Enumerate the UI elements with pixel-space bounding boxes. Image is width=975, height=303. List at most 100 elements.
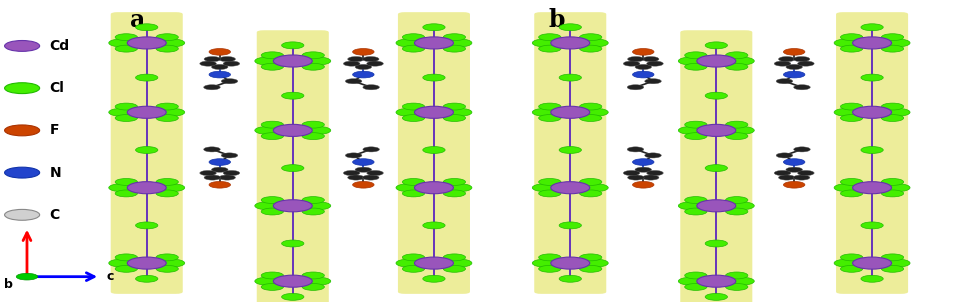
- Circle shape: [725, 272, 748, 279]
- Circle shape: [115, 265, 137, 272]
- Circle shape: [273, 124, 312, 136]
- Circle shape: [305, 202, 331, 210]
- Circle shape: [834, 108, 859, 116]
- Circle shape: [156, 190, 178, 197]
- Circle shape: [447, 184, 472, 191]
- Circle shape: [136, 74, 158, 81]
- Circle shape: [538, 178, 561, 185]
- Circle shape: [5, 209, 40, 220]
- Circle shape: [684, 208, 707, 215]
- Circle shape: [403, 265, 425, 272]
- Circle shape: [261, 208, 284, 215]
- Circle shape: [559, 24, 581, 31]
- Circle shape: [583, 39, 608, 47]
- Circle shape: [223, 61, 240, 66]
- Circle shape: [204, 57, 220, 62]
- Circle shape: [532, 39, 558, 47]
- Circle shape: [302, 63, 325, 70]
- Circle shape: [348, 57, 365, 62]
- Text: Cd: Cd: [50, 39, 69, 53]
- Circle shape: [729, 277, 755, 285]
- Circle shape: [774, 171, 791, 175]
- Circle shape: [852, 106, 891, 118]
- Circle shape: [396, 39, 421, 47]
- Circle shape: [254, 277, 280, 285]
- Text: N: N: [50, 166, 61, 180]
- Text: b: b: [549, 8, 566, 32]
- Circle shape: [725, 121, 748, 128]
- Circle shape: [302, 52, 325, 59]
- Circle shape: [583, 108, 608, 116]
- Circle shape: [447, 108, 472, 116]
- Circle shape: [209, 71, 230, 78]
- Circle shape: [444, 254, 465, 261]
- Circle shape: [729, 57, 755, 65]
- Circle shape: [633, 48, 654, 55]
- Circle shape: [5, 167, 40, 178]
- Circle shape: [635, 64, 651, 69]
- Circle shape: [414, 182, 453, 194]
- Circle shape: [774, 61, 791, 66]
- Circle shape: [343, 61, 360, 66]
- Circle shape: [840, 190, 863, 197]
- Text: c: c: [107, 270, 114, 283]
- Circle shape: [538, 265, 561, 272]
- Circle shape: [136, 222, 158, 229]
- Circle shape: [861, 275, 883, 282]
- Circle shape: [403, 254, 425, 261]
- Circle shape: [679, 126, 704, 134]
- Circle shape: [697, 200, 736, 212]
- Circle shape: [628, 175, 644, 180]
- Circle shape: [109, 39, 135, 47]
- Circle shape: [218, 57, 235, 62]
- Circle shape: [881, 45, 904, 52]
- Circle shape: [551, 37, 590, 49]
- Circle shape: [302, 197, 325, 204]
- Circle shape: [115, 115, 137, 122]
- Circle shape: [725, 197, 748, 204]
- Circle shape: [579, 34, 602, 41]
- Circle shape: [697, 275, 736, 287]
- Circle shape: [159, 259, 184, 267]
- Circle shape: [115, 190, 137, 197]
- Circle shape: [261, 197, 284, 204]
- Circle shape: [623, 61, 640, 66]
- Circle shape: [204, 175, 220, 180]
- Circle shape: [834, 184, 859, 191]
- Circle shape: [156, 34, 178, 41]
- Circle shape: [128, 37, 166, 49]
- Circle shape: [684, 284, 707, 290]
- Circle shape: [729, 202, 755, 210]
- Text: Cl: Cl: [50, 81, 64, 95]
- Circle shape: [444, 115, 465, 122]
- Circle shape: [840, 265, 863, 272]
- Circle shape: [579, 254, 602, 261]
- Circle shape: [852, 182, 891, 194]
- Circle shape: [684, 52, 707, 59]
- Circle shape: [705, 165, 727, 171]
- Circle shape: [273, 200, 312, 212]
- Circle shape: [881, 178, 904, 185]
- Circle shape: [254, 57, 280, 65]
- Circle shape: [679, 202, 704, 210]
- Circle shape: [212, 167, 228, 172]
- Circle shape: [345, 153, 362, 158]
- Circle shape: [212, 64, 228, 69]
- Circle shape: [273, 275, 312, 287]
- Circle shape: [644, 153, 661, 158]
- Circle shape: [17, 273, 38, 280]
- Circle shape: [5, 83, 40, 94]
- Circle shape: [403, 103, 425, 110]
- Circle shape: [423, 147, 446, 153]
- Circle shape: [343, 171, 360, 175]
- Circle shape: [403, 45, 425, 52]
- Circle shape: [403, 178, 425, 185]
- Circle shape: [444, 34, 465, 41]
- Text: b: b: [4, 278, 13, 291]
- Circle shape: [221, 153, 238, 158]
- Circle shape: [583, 259, 608, 267]
- Circle shape: [840, 115, 863, 122]
- Circle shape: [684, 272, 707, 279]
- Circle shape: [444, 103, 465, 110]
- Circle shape: [538, 45, 561, 52]
